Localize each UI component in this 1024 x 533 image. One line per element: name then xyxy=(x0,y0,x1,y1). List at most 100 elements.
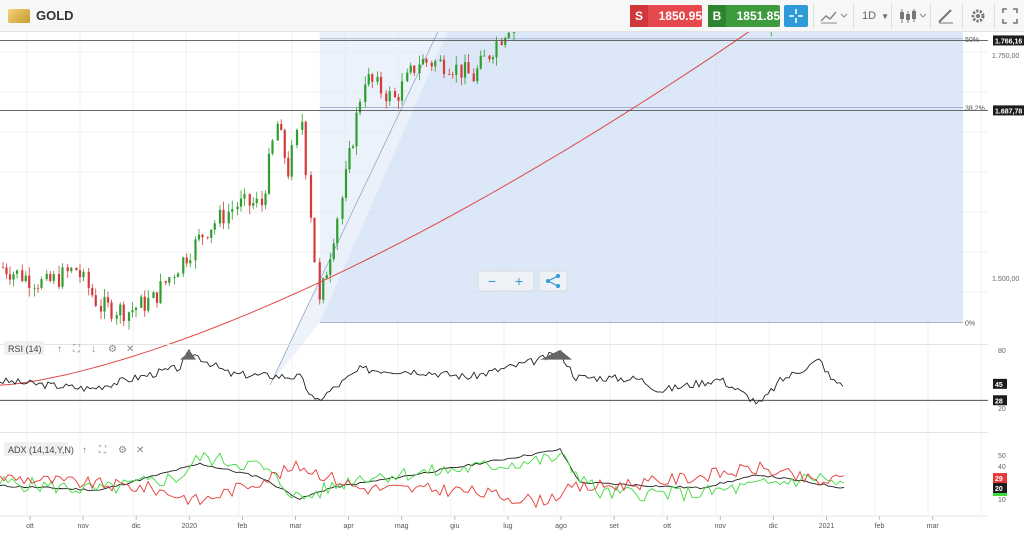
candle-body xyxy=(218,209,222,224)
price-tick: 1.500,00 xyxy=(992,276,1019,283)
time-tick: feb xyxy=(238,523,248,530)
candle-body xyxy=(472,73,475,82)
candle-body xyxy=(280,123,283,131)
candle-body xyxy=(201,234,204,238)
candle-body xyxy=(442,59,446,75)
candle-body xyxy=(318,262,321,300)
zoom-in-button[interactable]: + xyxy=(515,273,523,289)
candle-body xyxy=(119,304,122,316)
candle-body xyxy=(127,312,131,321)
time-tick: mar xyxy=(927,523,940,530)
adx-label: ADX (14,14,Y,N) xyxy=(8,445,74,455)
candle-body xyxy=(227,211,230,224)
candle-body xyxy=(210,229,213,238)
fullscreen-icon xyxy=(1002,8,1018,24)
minus-di-line xyxy=(0,460,845,509)
candle-body xyxy=(213,223,216,230)
fibonacci-retracement[interactable]: 100%61.8%50%38.2%0% xyxy=(269,32,985,386)
candle-body xyxy=(348,147,351,170)
candle-body xyxy=(115,315,118,319)
candle-body xyxy=(409,65,412,73)
adx-tick: 40 xyxy=(998,464,1006,471)
buy-price: 1851.85 xyxy=(736,9,780,23)
buy-label: B xyxy=(708,5,726,27)
fib-level-label: 38.2% xyxy=(965,106,985,113)
candle-body xyxy=(483,55,486,57)
candle-body xyxy=(507,32,510,38)
timeframe-dropdown[interactable]: 1D ▼ xyxy=(862,8,889,24)
horizontal-lines[interactable] xyxy=(0,32,988,111)
move-down-icon[interactable]: ↓ xyxy=(91,344,96,355)
drawing-tool-button[interactable] xyxy=(937,8,955,24)
move-up-icon[interactable]: ↑ xyxy=(82,445,87,456)
candle-body xyxy=(57,274,61,287)
candle-body xyxy=(260,198,264,206)
time-tick: nov xyxy=(77,523,89,530)
price-chart[interactable]: 100%61.8%50%38.2%0% 2.000,001.750,001.50… xyxy=(0,32,1024,533)
rsi-marker: 45 xyxy=(995,382,1003,389)
buy-button[interactable]: B 1851.85 xyxy=(708,5,780,27)
rsi-marker-box xyxy=(993,378,1007,389)
close-icon[interactable]: ✕ xyxy=(136,445,144,456)
candle-body xyxy=(421,59,425,65)
gear-icon[interactable]: ⚙ xyxy=(118,445,127,456)
maximize-icon[interactable]: ⛶ xyxy=(72,344,81,355)
candle-body xyxy=(147,297,150,311)
move-up-icon[interactable]: ↑ xyxy=(57,344,62,355)
candle-body xyxy=(155,292,159,303)
rsi-tick: 20 xyxy=(998,406,1006,413)
chart-type-button[interactable] xyxy=(820,8,850,24)
share-icon xyxy=(546,274,560,288)
pane-divider xyxy=(0,432,988,433)
time-tick: mag xyxy=(395,523,409,530)
candle-body xyxy=(301,121,304,130)
candle-body xyxy=(430,62,433,67)
rsi-label: RSI (14) xyxy=(8,344,42,354)
candle-body xyxy=(45,273,48,280)
price-marker: 1.687,78 xyxy=(995,108,1022,115)
fullscreen-button[interactable] xyxy=(1002,8,1018,24)
time-tick: 2020 xyxy=(182,523,198,530)
candle-style-button[interactable] xyxy=(898,8,928,24)
candle-body xyxy=(504,37,507,45)
close-icon[interactable]: ✕ xyxy=(126,344,134,355)
candle-body xyxy=(231,209,234,212)
candle-body xyxy=(140,296,143,308)
candle-body xyxy=(24,275,27,281)
candle-body xyxy=(400,81,404,101)
symbol-title[interactable]: GOLD xyxy=(36,8,74,23)
sell-label: S xyxy=(630,5,648,27)
chart-type-icon xyxy=(820,11,848,24)
candle-body xyxy=(495,41,498,58)
candle-body xyxy=(36,287,40,289)
candle-body xyxy=(70,267,73,272)
zoom-out-button[interactable]: − xyxy=(488,273,496,289)
timeframe-label: 1D xyxy=(862,10,877,22)
crosshair-icon[interactable] xyxy=(784,5,808,27)
settings-button[interactable] xyxy=(970,8,986,24)
candle-body xyxy=(143,296,146,311)
candle-body xyxy=(267,153,271,194)
candle-body xyxy=(341,197,344,219)
candle-body xyxy=(393,91,397,98)
candle-body xyxy=(376,76,379,82)
candle-body xyxy=(75,267,78,271)
candle-body xyxy=(271,140,274,154)
candle-body xyxy=(406,72,409,82)
gear-icon[interactable]: ⚙ xyxy=(108,344,117,355)
candle-body xyxy=(304,121,307,176)
candle-body xyxy=(295,129,299,146)
candle-body xyxy=(379,76,383,94)
candle-body xyxy=(264,193,267,206)
share-button[interactable] xyxy=(538,270,568,292)
maximize-icon[interactable]: ⛶ xyxy=(98,445,107,456)
plus-di-marker xyxy=(993,493,1007,496)
sell-button[interactable]: S 1850.95 xyxy=(630,5,702,27)
candle-body xyxy=(82,271,85,278)
candle-body xyxy=(479,55,482,69)
zoom-bar xyxy=(477,270,535,292)
adx-marker-box xyxy=(993,483,1007,493)
candle-body xyxy=(290,145,293,177)
candle-body xyxy=(309,175,313,218)
candle-body xyxy=(243,194,246,199)
